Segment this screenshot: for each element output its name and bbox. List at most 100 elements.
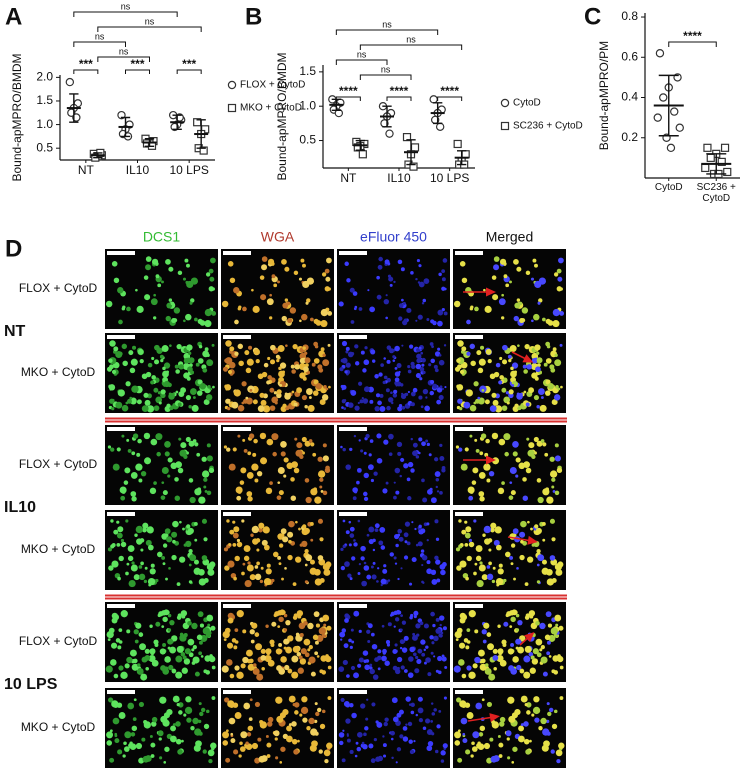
- cell: [191, 622, 198, 630]
- cell: [165, 259, 171, 265]
- cell: [155, 621, 161, 627]
- cell: [127, 555, 134, 562]
- cell: [168, 664, 174, 671]
- cell: [304, 357, 311, 364]
- cell: [222, 731, 230, 739]
- cell: [129, 367, 136, 374]
- cell: [456, 565, 462, 571]
- cell: [200, 655, 204, 658]
- cell: [455, 445, 460, 449]
- cell: [281, 577, 284, 581]
- legend-marker: [227, 103, 237, 113]
- cell: [498, 563, 503, 568]
- cell: [489, 405, 497, 413]
- cell: [408, 703, 412, 706]
- cell: [176, 615, 182, 620]
- cell: [550, 627, 558, 635]
- cell: [407, 390, 410, 394]
- cell: [437, 309, 444, 316]
- cell: [283, 613, 288, 618]
- cell: [518, 725, 524, 732]
- cell: [438, 359, 445, 366]
- cell: [199, 623, 205, 628]
- cell: [513, 577, 516, 581]
- cell: [184, 706, 193, 715]
- cell: [168, 392, 172, 396]
- cell: [338, 732, 345, 738]
- cell: [155, 433, 163, 441]
- cell: [326, 742, 333, 749]
- scale-bar: [339, 427, 367, 431]
- cell: [349, 749, 354, 755]
- cell: [435, 617, 440, 622]
- cell: [169, 735, 177, 743]
- cell: [232, 542, 237, 547]
- data-point: [703, 143, 712, 152]
- cell: [543, 740, 550, 748]
- cell: [280, 656, 287, 663]
- cell: [395, 543, 399, 548]
- cell: [117, 576, 121, 581]
- cell: [136, 663, 141, 667]
- cell: [293, 270, 299, 276]
- panel-label: C: [584, 3, 601, 30]
- cell: [189, 301, 193, 305]
- cell: [259, 579, 264, 584]
- cell: [183, 633, 188, 638]
- cell: [111, 560, 119, 568]
- cell: [429, 342, 434, 346]
- cell: [145, 256, 152, 262]
- comparison-label: ns: [382, 19, 392, 29]
- cell: [282, 403, 287, 408]
- cell: [483, 288, 486, 292]
- cell: [349, 287, 355, 293]
- cell: [195, 740, 202, 748]
- data-point: [435, 122, 445, 132]
- cell: [132, 345, 137, 350]
- cell: [420, 351, 424, 355]
- cell: [291, 738, 298, 745]
- cell: [242, 438, 246, 442]
- cell: [281, 315, 287, 322]
- cell: [466, 628, 471, 633]
- cell: [376, 580, 379, 583]
- micrograph: [337, 510, 450, 590]
- cell: [409, 646, 416, 653]
- cell: [260, 655, 267, 661]
- cell: [274, 401, 278, 405]
- cell: [378, 256, 383, 262]
- cell: [253, 438, 258, 444]
- cell: [493, 667, 497, 671]
- cell: [533, 395, 539, 401]
- cell: [385, 481, 389, 485]
- cell: [484, 668, 492, 675]
- cell: [182, 655, 187, 660]
- data-point: [653, 113, 662, 122]
- cell: [441, 308, 445, 312]
- cell: [206, 359, 214, 367]
- cell: [143, 721, 151, 729]
- cell: [323, 749, 331, 757]
- cell: [436, 490, 440, 493]
- cell: [511, 362, 519, 369]
- cell: [396, 363, 402, 369]
- cell: [234, 665, 240, 671]
- cell: [229, 346, 235, 352]
- cell: [203, 577, 209, 583]
- cell: [270, 359, 276, 365]
- cell: [304, 548, 309, 554]
- cell: [382, 380, 386, 385]
- cell: [263, 577, 272, 586]
- cell: [499, 716, 506, 723]
- cell: [436, 387, 443, 393]
- cell: [160, 389, 166, 395]
- cell: [344, 370, 348, 374]
- cell: [150, 563, 155, 568]
- significance-bracket: [73, 69, 99, 74]
- cell: [284, 567, 287, 570]
- cell: [364, 346, 368, 350]
- cell: [415, 455, 420, 459]
- cell: [122, 754, 126, 758]
- column-header: WGA: [261, 229, 295, 245]
- panel-label: A: [5, 3, 22, 30]
